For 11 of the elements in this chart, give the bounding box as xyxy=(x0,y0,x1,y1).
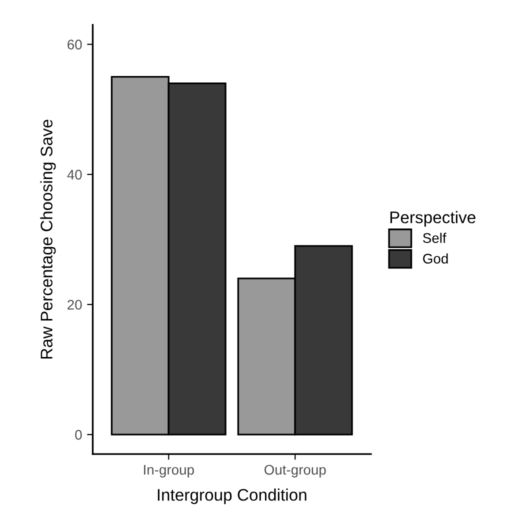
y-axis-title: Raw Percentage Choosing Save xyxy=(40,120,56,359)
x-tick-label: Out-group xyxy=(264,464,326,478)
x-axis-title: Intergroup Condition xyxy=(158,488,306,504)
y-tick-label: 20 xyxy=(68,300,82,310)
y-tick-label: 60 xyxy=(68,40,82,50)
legend-title: Perspective xyxy=(390,211,476,227)
y-tick-label: 0 xyxy=(75,430,82,440)
legend-label: Self xyxy=(423,232,446,243)
y-tick-label: 40 xyxy=(67,170,82,180)
x-tick-label: In-group xyxy=(144,465,194,478)
legend-label: God xyxy=(423,253,448,264)
